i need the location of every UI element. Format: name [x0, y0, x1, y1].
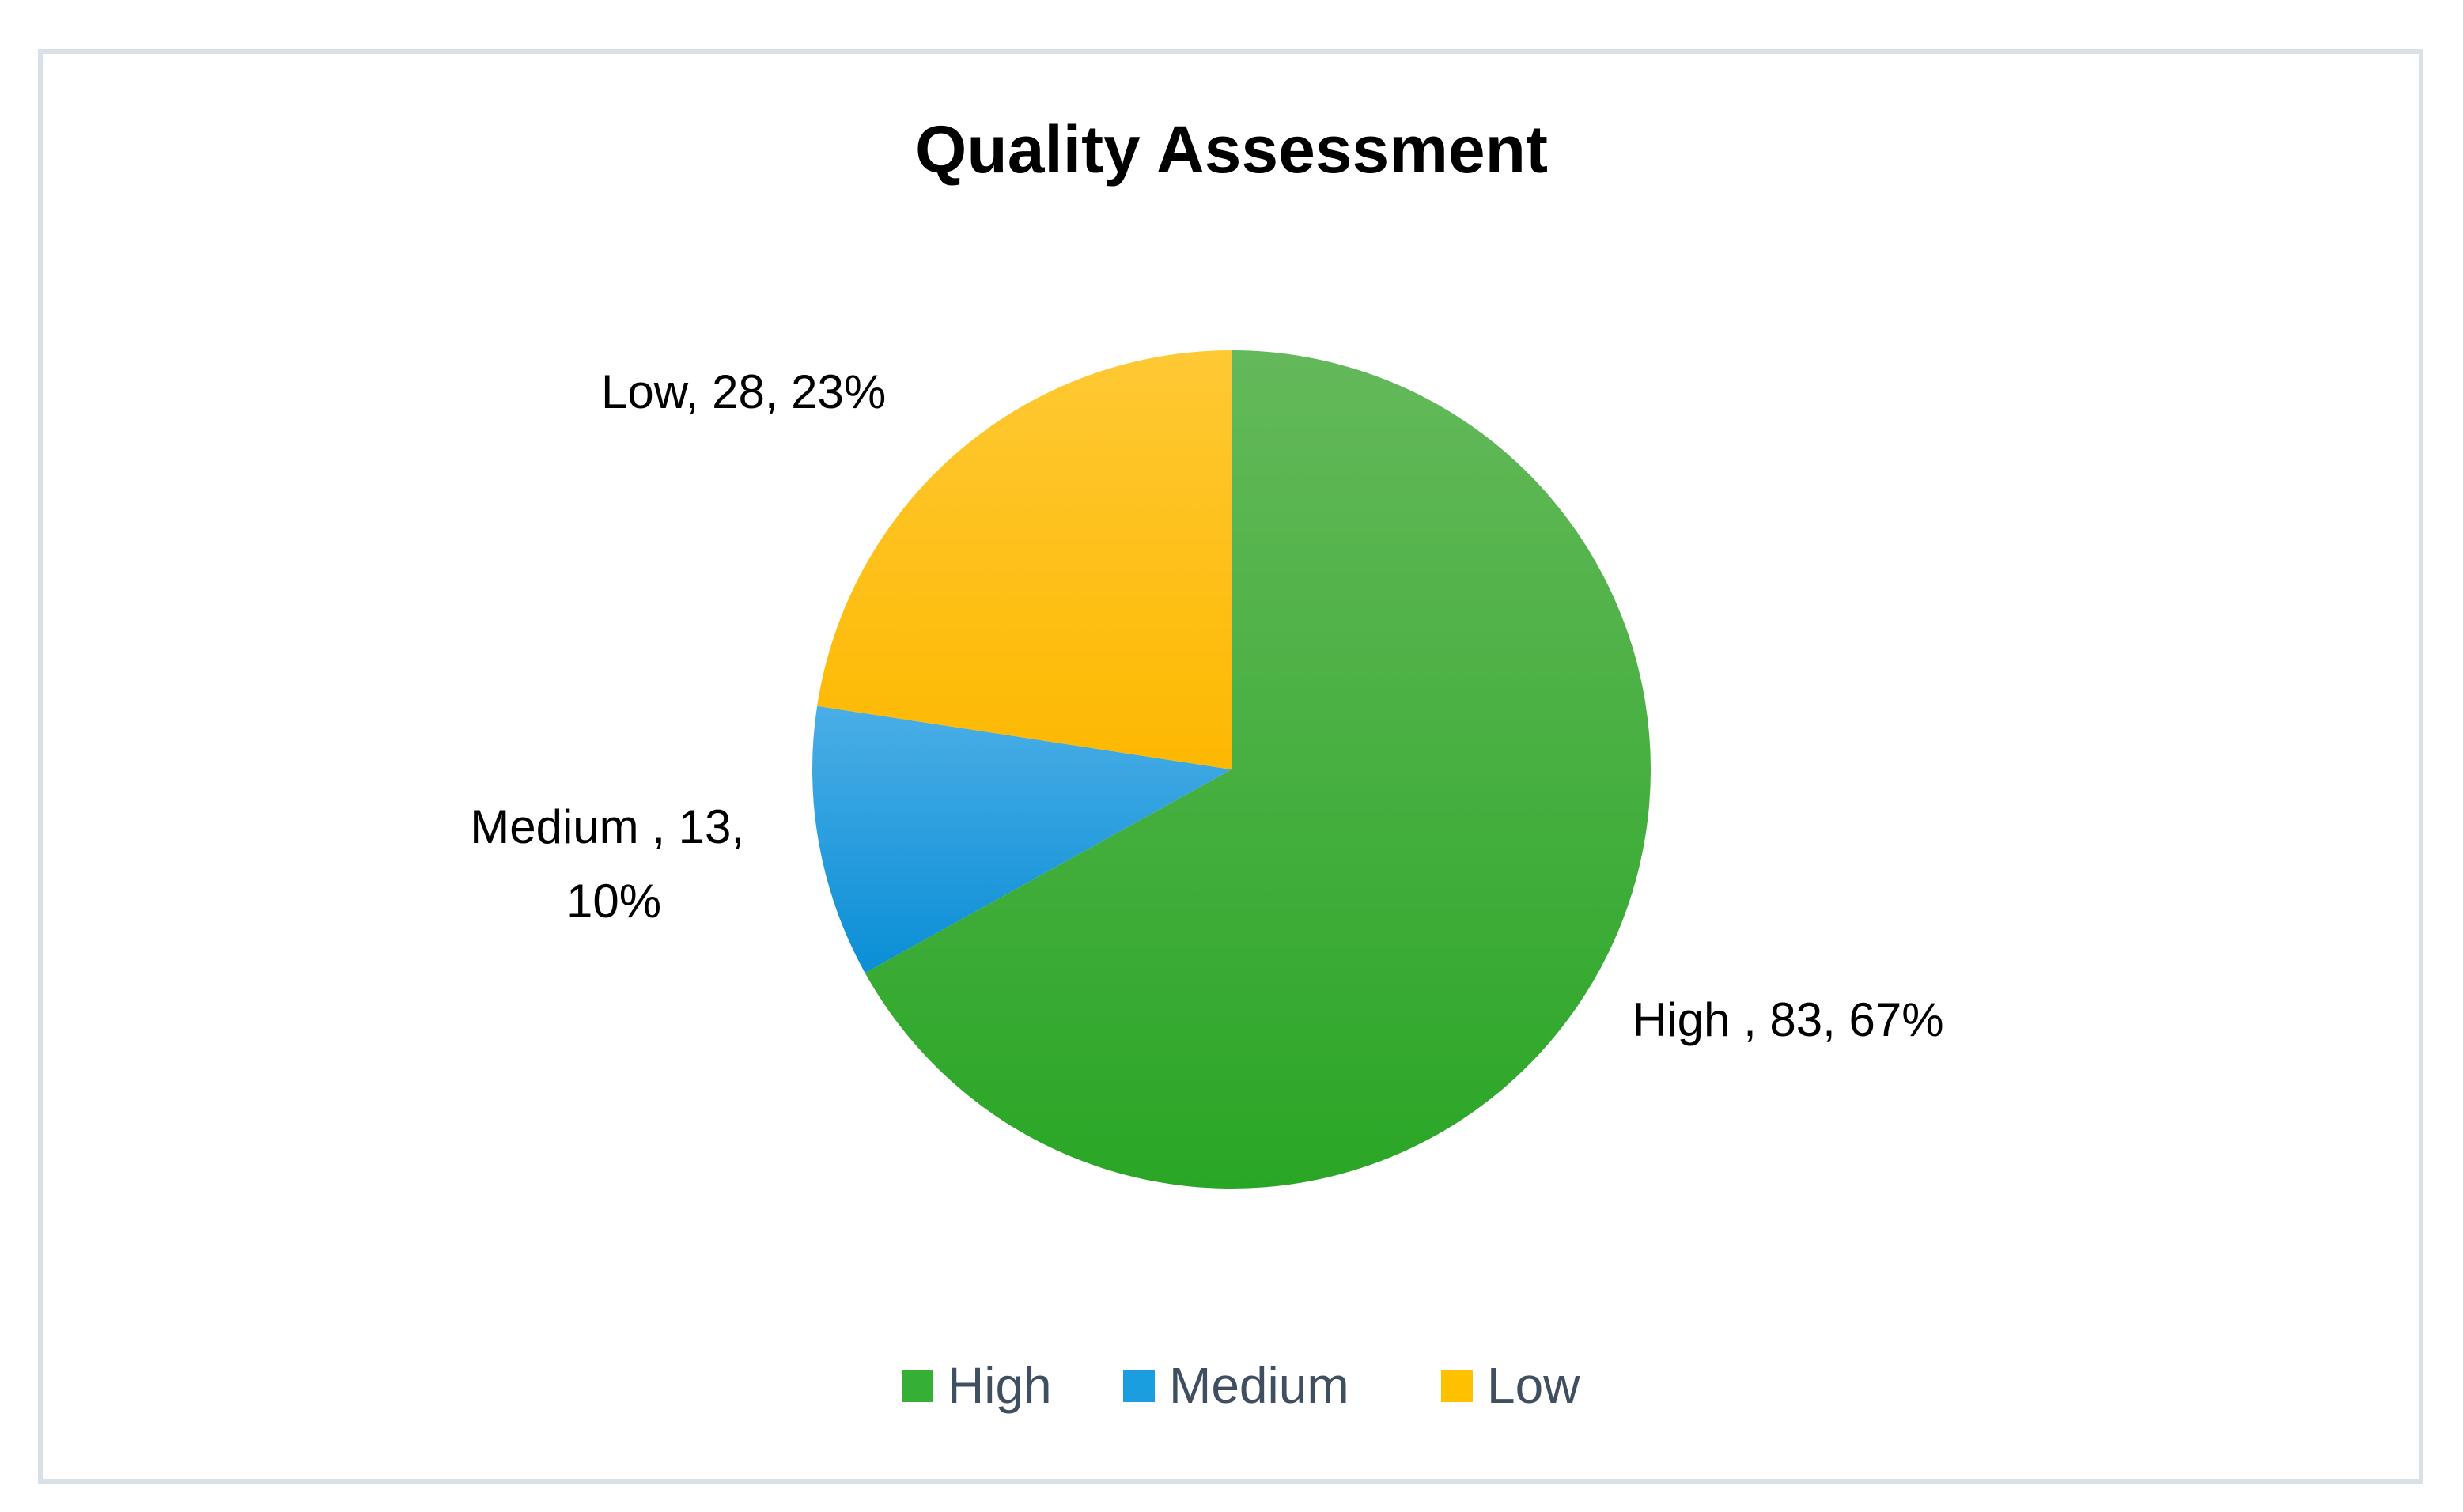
legend-swatch-medium — [1123, 1370, 1155, 1402]
legend-swatch-low — [1441, 1370, 1473, 1402]
pie-slice-high — [865, 350, 1651, 1189]
legend-label-medium: Medium — [1169, 1357, 1349, 1414]
legend: High Medium Low — [902, 1357, 1580, 1414]
legend-label-high: High — [948, 1357, 1052, 1414]
chart-title: Quality Assessment — [915, 112, 1548, 187]
legend-swatch-high — [902, 1370, 933, 1402]
slice-label-medium: Medium , 13, 10% — [470, 800, 758, 928]
slice-label-high: High , 83, 67% — [1633, 993, 1944, 1046]
pie-slice-medium — [812, 705, 1232, 973]
slice-labels: High , 83, 67% Medium , 13, 10% Low, 28,… — [470, 365, 1943, 1046]
pie-slices — [812, 350, 1651, 1189]
legend-label-low: Low — [1487, 1357, 1580, 1414]
slice-label-low: Low, 28, 23% — [601, 365, 886, 418]
pie-slice-low — [817, 350, 1232, 769]
